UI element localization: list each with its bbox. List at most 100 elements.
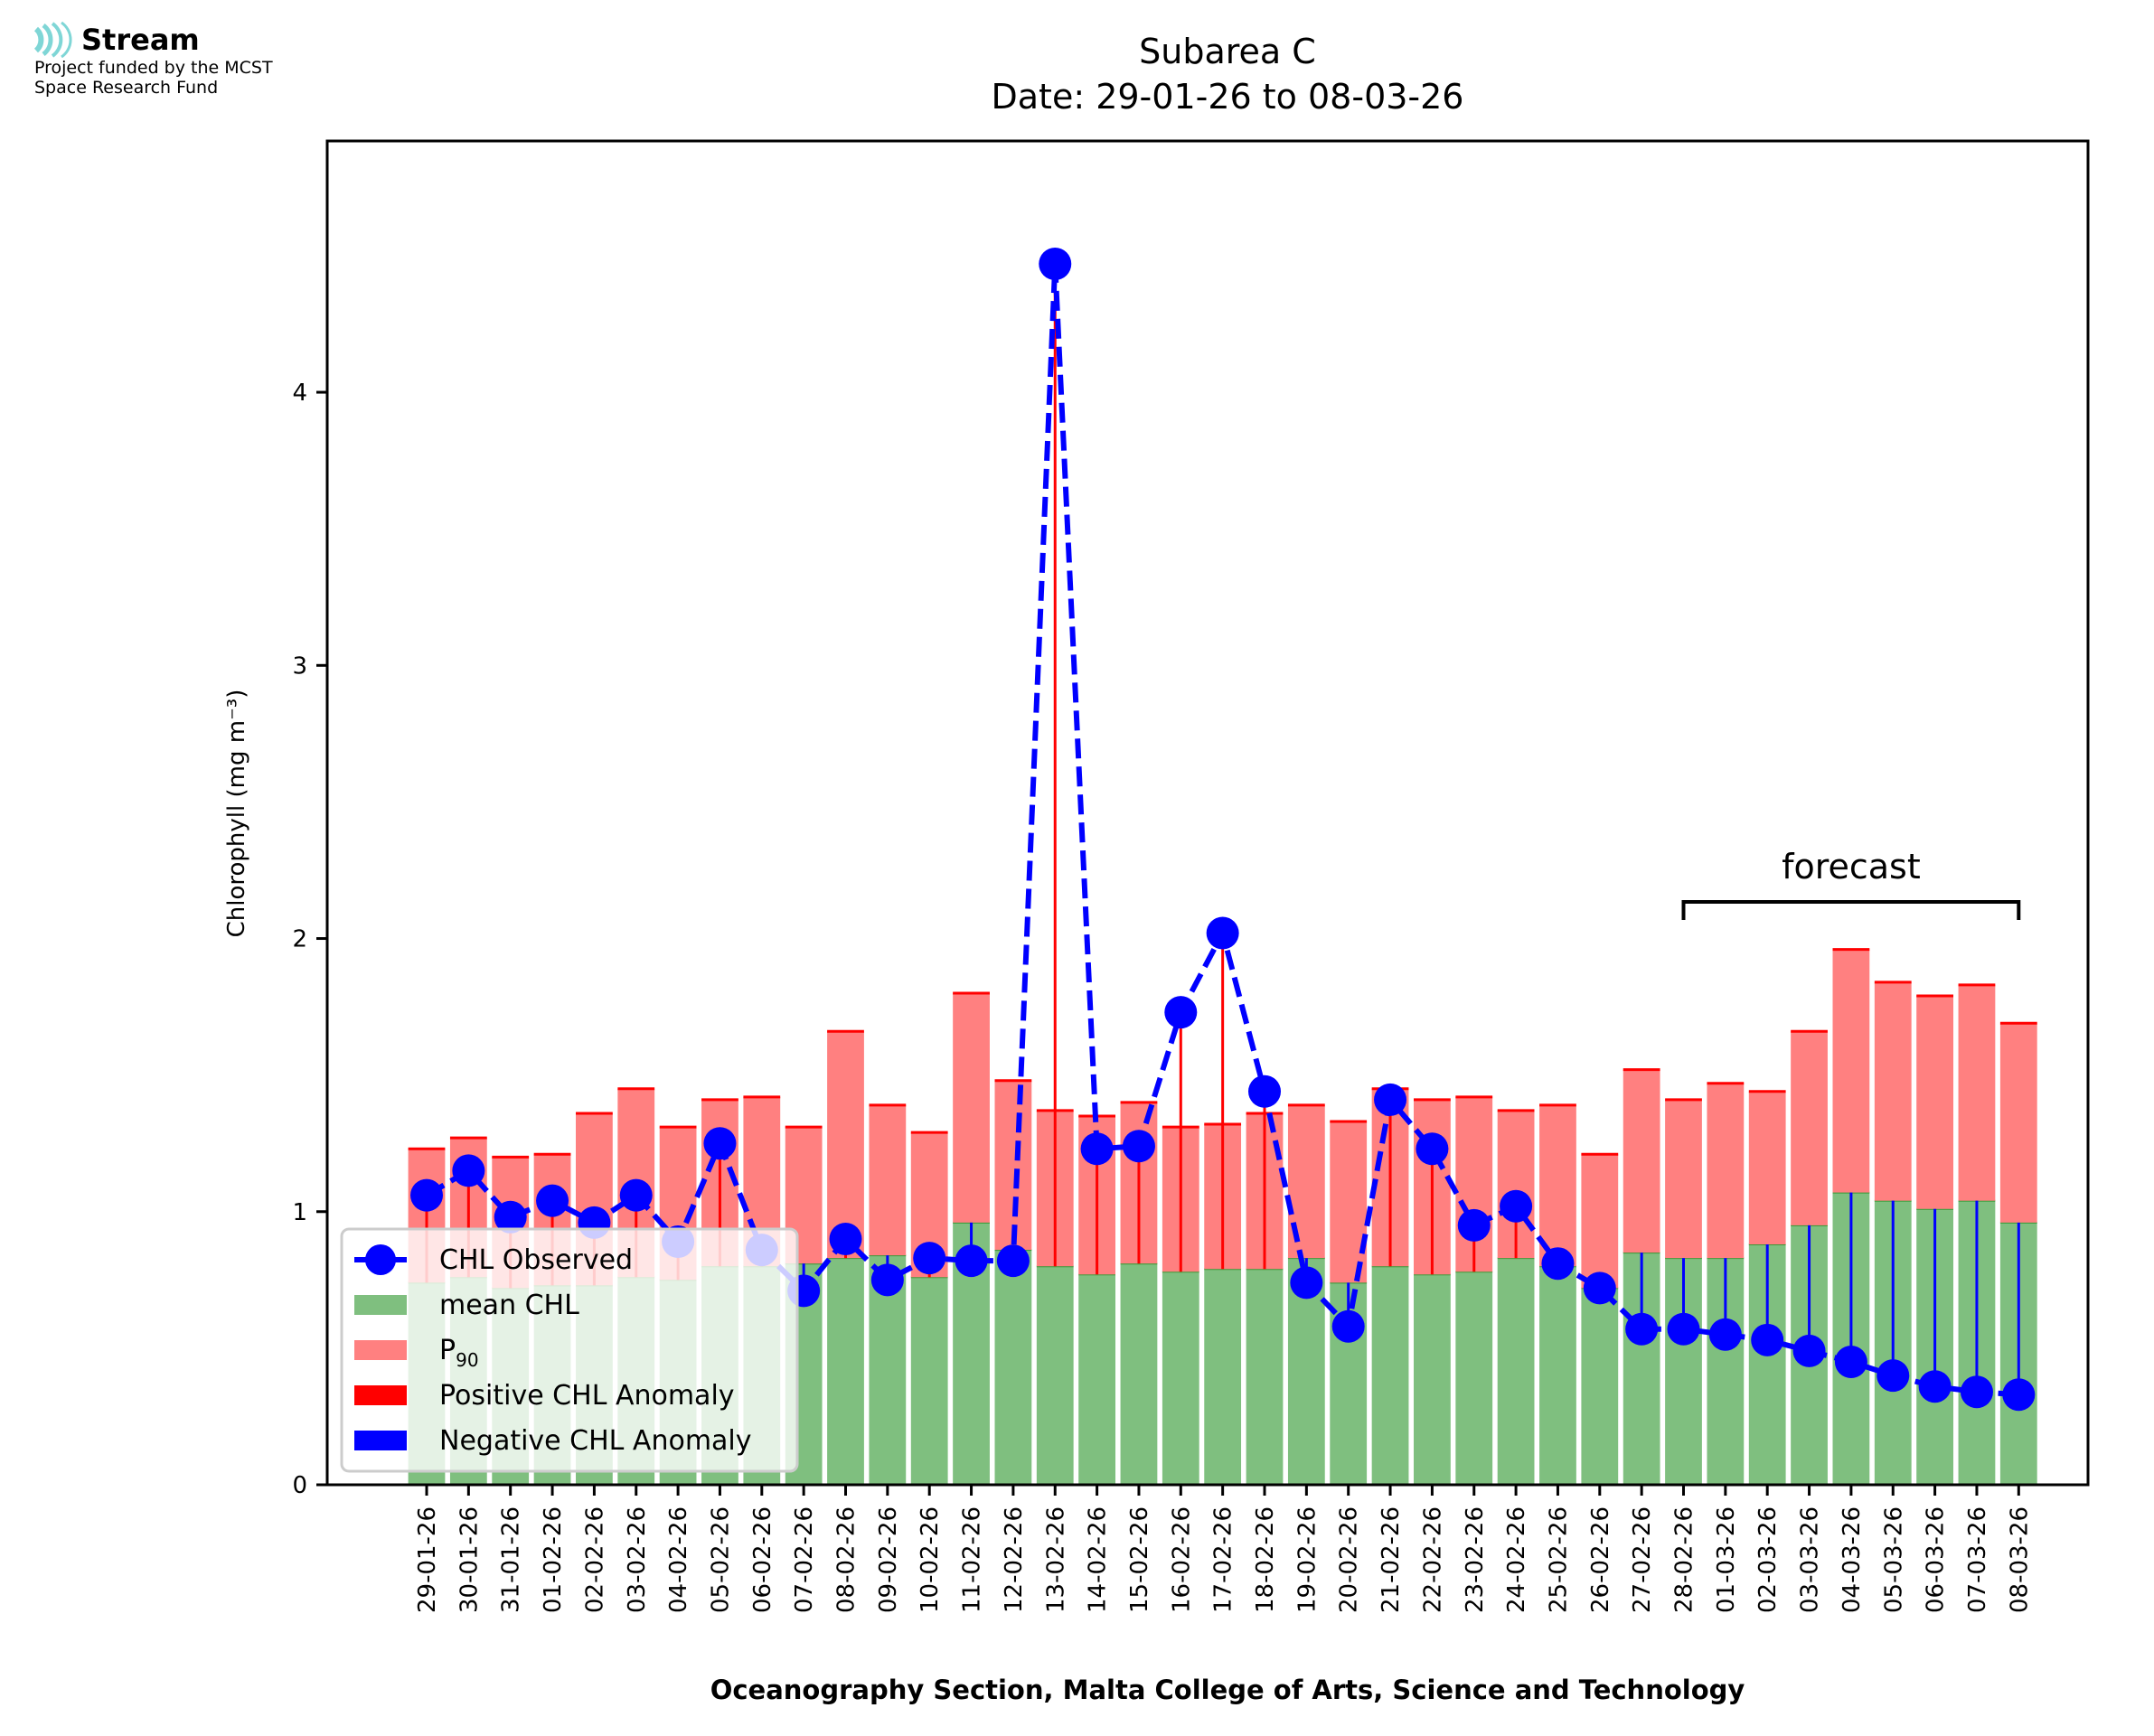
x-tick-label: 05-03-26 bbox=[1880, 1506, 1907, 1613]
x-tick-label: 25-02-26 bbox=[1545, 1506, 1572, 1613]
p90-bar bbox=[1999, 1023, 2037, 1223]
legend-item: Positive CHL Anomaly bbox=[354, 1380, 735, 1412]
x-tick-label: 30-01-26 bbox=[456, 1506, 483, 1613]
p90-bar bbox=[1665, 1099, 1702, 1259]
mean-bar bbox=[1204, 1269, 1242, 1485]
x-tick-label: 07-02-26 bbox=[791, 1506, 818, 1613]
observed-point bbox=[996, 1244, 1030, 1278]
x-tick-label: 18-02-26 bbox=[1252, 1506, 1279, 1613]
p90-bar bbox=[1958, 984, 1996, 1201]
observed-point bbox=[1500, 1189, 1533, 1223]
x-tick-label: 29-01-26 bbox=[414, 1506, 441, 1613]
observed-point bbox=[1457, 1208, 1491, 1242]
p90-bar bbox=[1581, 1154, 1619, 1289]
x-tick-label: 28-02-26 bbox=[1671, 1506, 1698, 1613]
p90-bar bbox=[1791, 1031, 1828, 1225]
mean-bar bbox=[1162, 1272, 1199, 1485]
x-tick-label: 20-02-26 bbox=[1336, 1506, 1363, 1613]
funding-line-2: Space Research Fund bbox=[34, 78, 219, 98]
x-tick-label: 17-02-26 bbox=[1210, 1506, 1237, 1613]
x-tick-label: 08-03-26 bbox=[2006, 1506, 2033, 1613]
x-tick-label: 23-02-26 bbox=[1462, 1506, 1489, 1613]
mean-bar bbox=[994, 1250, 1032, 1485]
x-tick-label: 04-03-26 bbox=[1839, 1506, 1866, 1613]
funding-line-1: Project funded by the MCST bbox=[34, 58, 273, 78]
x-tick-label: 21-02-26 bbox=[1378, 1506, 1405, 1613]
observed-point bbox=[1374, 1083, 1407, 1116]
mean-bar bbox=[1455, 1272, 1493, 1485]
x-tick-label: 07-03-26 bbox=[1964, 1506, 1991, 1613]
observed-point bbox=[2002, 1378, 2036, 1412]
brand-name: Stream bbox=[81, 23, 200, 57]
observed-point bbox=[955, 1244, 988, 1278]
x-tick-label: 01-02-26 bbox=[540, 1506, 567, 1613]
observed-point bbox=[1877, 1359, 1910, 1393]
forecast-bracket bbox=[1681, 900, 2021, 920]
observed-point bbox=[913, 1242, 946, 1275]
x-tick-label: 26-02-26 bbox=[1587, 1506, 1614, 1613]
p90-bar bbox=[827, 1031, 864, 1259]
observed-point bbox=[1122, 1130, 1155, 1163]
p90-bar bbox=[869, 1104, 907, 1256]
mean-bar bbox=[1414, 1274, 1451, 1485]
x-tick-label: 08-02-26 bbox=[833, 1506, 861, 1613]
x-tick-label: 12-02-26 bbox=[1001, 1506, 1028, 1613]
x-tick-label: 16-02-26 bbox=[1168, 1506, 1195, 1613]
x-tick-label: 01-03-26 bbox=[1713, 1506, 1740, 1613]
p90-bar bbox=[953, 992, 990, 1223]
x-tick-label: 27-02-26 bbox=[1629, 1506, 1656, 1613]
p90-bar bbox=[1539, 1104, 1576, 1267]
x-tick-label: 19-02-26 bbox=[1293, 1506, 1321, 1613]
legend-label: Positive CHL Anomaly bbox=[439, 1380, 735, 1412]
observed-point bbox=[452, 1154, 485, 1187]
axes: 0 1 2 3 4 29-01-26 30-01-26 31-01-26 01-02-26 02-… bbox=[292, 139, 2090, 1613]
logo: Stream Project funded by the MCST Space … bbox=[34, 22, 273, 98]
p90-bar bbox=[1832, 949, 1870, 1193]
observed-point bbox=[1792, 1334, 1826, 1367]
x-tick-label: 03-02-26 bbox=[624, 1506, 651, 1613]
x-tick-label: 10-02-26 bbox=[917, 1506, 944, 1613]
y-tick-label: 2 bbox=[292, 926, 307, 953]
p90-bar bbox=[994, 1080, 1032, 1251]
chart-title-line2: Date: 29-01-26 to 08-03-26 bbox=[992, 77, 1464, 117]
p90-bar bbox=[1916, 995, 1953, 1209]
legend-marker-swatch bbox=[365, 1244, 396, 1275]
observed-point bbox=[1541, 1247, 1575, 1281]
y-tick-label: 1 bbox=[292, 1199, 307, 1226]
observed-point bbox=[1206, 916, 1239, 950]
mean-bar bbox=[910, 1277, 948, 1485]
observed-point bbox=[703, 1127, 737, 1160]
observed-point bbox=[1667, 1312, 1700, 1346]
observed-point bbox=[1960, 1375, 1993, 1409]
x-tick-label: 03-03-26 bbox=[1797, 1506, 1824, 1613]
x-axis-label: Oceanography Section, Malta College of A… bbox=[710, 1675, 1745, 1705]
x-tick-label: 05-02-26 bbox=[707, 1506, 734, 1613]
x-tick-label: 31-01-26 bbox=[498, 1506, 525, 1613]
legend-label: CHL Observed bbox=[439, 1244, 633, 1276]
legend-patch-swatch bbox=[354, 1385, 407, 1405]
observed-point bbox=[1751, 1323, 1784, 1356]
mean-bar bbox=[1078, 1274, 1115, 1485]
x-tick-label: 15-02-26 bbox=[1126, 1506, 1153, 1613]
observed-point bbox=[536, 1184, 569, 1217]
observed-point bbox=[1708, 1318, 1742, 1351]
mean-bar bbox=[1036, 1266, 1074, 1485]
legend-item: mean CHL bbox=[354, 1290, 579, 1321]
observed-point bbox=[1290, 1266, 1323, 1300]
x-tick-label: 14-02-26 bbox=[1085, 1506, 1112, 1613]
forecast-annotation: forecast bbox=[1681, 847, 2021, 920]
stream-logo-icon bbox=[34, 22, 78, 58]
mean-bar bbox=[827, 1258, 864, 1485]
observed-point bbox=[1248, 1074, 1281, 1108]
observed-point bbox=[1625, 1312, 1659, 1346]
y-tick-label: 0 bbox=[292, 1472, 307, 1499]
observed-point bbox=[1039, 248, 1072, 281]
mean-bar bbox=[1246, 1269, 1284, 1485]
observed-point bbox=[1918, 1370, 1952, 1403]
observed-point bbox=[1164, 996, 1198, 1029]
legend-patch-swatch bbox=[354, 1295, 407, 1315]
x-tick-label: 04-02-26 bbox=[665, 1506, 692, 1613]
legend-label: Negative CHL Anomaly bbox=[439, 1425, 752, 1457]
observed-line bbox=[410, 248, 2036, 1412]
